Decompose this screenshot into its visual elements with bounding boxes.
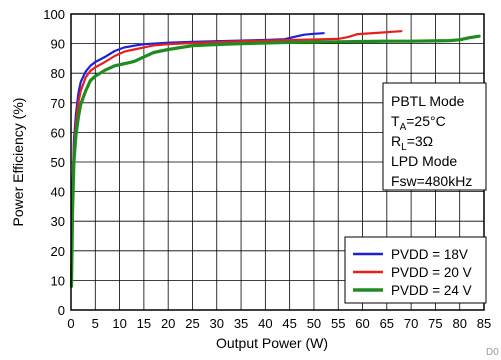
x-tick-label: 45: [282, 316, 296, 331]
x-tick-label: 15: [137, 316, 151, 331]
x-tick-label: 0: [67, 316, 74, 331]
y-tick-label: 40: [51, 185, 65, 200]
y-tick-label: 10: [51, 273, 65, 288]
legend-label-18v: PVDD = 18V: [391, 247, 468, 262]
x-axis-title: Output Power (W): [216, 335, 328, 351]
x-tick-label: 35: [234, 316, 248, 331]
condition-mode: PBTL Mode: [391, 93, 465, 109]
y-tick-label: 100: [43, 7, 65, 22]
x-tick-label: 60: [355, 316, 369, 331]
condition-load: RL=3Ω: [391, 133, 433, 153]
y-tick-label: 20: [51, 244, 65, 259]
series-line-18v: [70, 32, 325, 282]
figure-ref-code: D0: [486, 347, 499, 358]
x-tick-label: 75: [428, 316, 442, 331]
y-tick-labels: 0 10 20 30 40 50 60 70 80 90 100: [43, 7, 65, 318]
conditions-box: PBTL Mode TA=25°C RL=3Ω LPD Mode Fsw=480…: [382, 82, 487, 191]
y-tick-label: 30: [51, 214, 65, 229]
y-axis-title: Power Efficiency (%): [10, 98, 26, 227]
x-tick-label: 65: [380, 316, 394, 331]
legend-frame: [344, 236, 487, 304]
x-tick-label: 10: [112, 316, 126, 331]
y-tick-label: 50: [51, 155, 65, 170]
series-lines: [69, 30, 481, 288]
y-tick-label: 90: [51, 37, 65, 52]
series-line-24v: [69, 34, 481, 288]
y-tick-label: 70: [51, 96, 65, 111]
x-tick-label: 5: [92, 316, 99, 331]
conditions-box-frame: [382, 82, 487, 191]
y-tick-label: 60: [51, 125, 65, 140]
x-tick-label: 85: [477, 316, 491, 331]
x-tick-label: 80: [452, 316, 466, 331]
y-tick-label: 80: [51, 66, 65, 81]
x-tick-label: 40: [258, 316, 272, 331]
legend-label-20v: PVDD = 20 V: [391, 265, 472, 280]
condition-temperature: TA=25°C: [391, 113, 446, 133]
x-tick-label: 70: [404, 316, 418, 331]
x-tick-label: 20: [161, 316, 175, 331]
y-tick-label: 0: [58, 303, 65, 318]
x-tick-label: 50: [307, 316, 321, 331]
x-tick-label: 55: [331, 316, 345, 331]
x-tick-label: 25: [185, 316, 199, 331]
x-tick-labels: 0 5 10 15 20 25 30 35 40 45 50 55 60 65 70 75 80 85: [67, 316, 491, 331]
legend-label-24v: PVDD = 24 V: [391, 283, 472, 298]
condition-fsw: Fsw=480kHz: [391, 173, 472, 189]
condition-lpd-mode: LPD Mode: [391, 153, 457, 169]
series-line-20v: [70, 30, 403, 285]
x-tick-label: 30: [210, 316, 224, 331]
legend: PVDD = 18V PVDD = 20 V PVDD = 24 V: [344, 236, 487, 304]
